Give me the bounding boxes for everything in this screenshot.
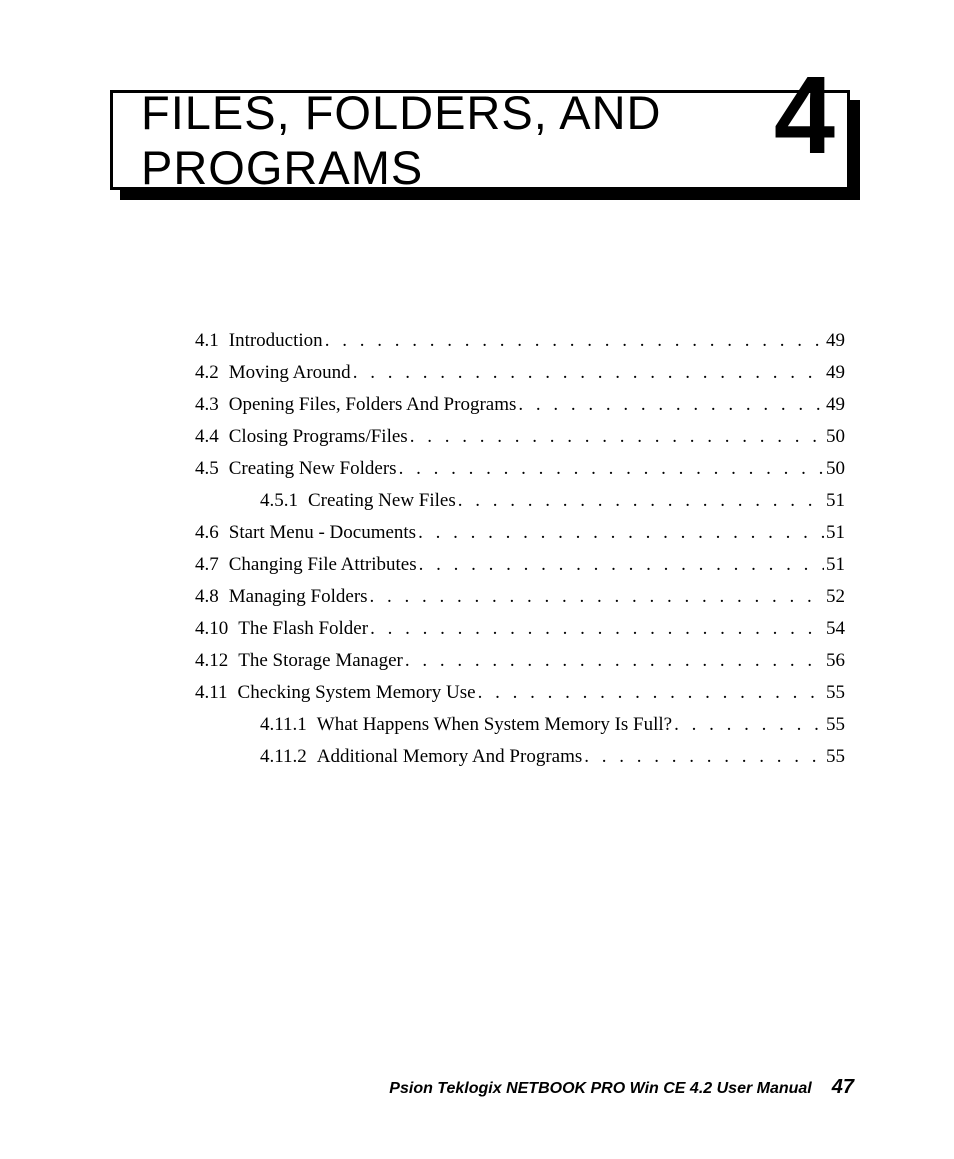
toc-section-label: Checking System Memory Use (238, 682, 476, 704)
toc-leader-dots (368, 618, 824, 640)
toc-section-number: 4.2 (195, 362, 219, 384)
toc-leader-dots (403, 650, 824, 672)
toc-leader-dots (417, 554, 824, 576)
toc-section-label: Changing File Attributes (229, 554, 417, 576)
toc-section-number: 4.8 (195, 586, 219, 608)
chapter-heading-box: FILES, FOLDERS, AND PROGRAMS 4 (110, 90, 850, 200)
footer-manual-title: Psion Teklogix NETBOOK PRO Win CE 4.2 Us… (389, 1080, 811, 1098)
toc-section-number: 4.3 (195, 394, 219, 416)
toc-section-number: 4.11 (195, 682, 228, 704)
toc-entry: 4.10 The Flash Folder 54 (195, 618, 845, 640)
page-footer: Psion Teklogix NETBOOK PRO Win CE 4.2 Us… (389, 1076, 854, 1099)
table-of-contents: 4.1 Introduction 49 4.2 Moving Around 49 4.3 Op… (195, 330, 845, 778)
toc-section-label: Introduction (229, 330, 323, 352)
toc-section-label: Start Menu - Documents (229, 522, 416, 544)
toc-leader-dots (351, 362, 824, 384)
toc-section-label: Closing Programs/Files (229, 426, 408, 448)
toc-entry: 4.5 Creating New Folders 50 (195, 458, 845, 480)
toc-page-number: 51 (824, 554, 845, 576)
toc-entry: 4.2 Moving Around 49 (195, 362, 845, 384)
toc-page-number: 54 (824, 618, 845, 640)
toc-page-number: 49 (824, 394, 845, 416)
toc-entry: 4.11.2 Additional Memory And Programs 55 (195, 746, 845, 768)
toc-section-number: 4.1 (195, 330, 219, 352)
toc-entry: 4.12 The Storage Manager 56 (195, 650, 845, 672)
toc-section-label: Moving Around (229, 362, 351, 384)
toc-leader-dots (456, 490, 824, 512)
toc-entry: 4.5.1 Creating New Files 51 (195, 490, 845, 512)
toc-leader-dots (582, 746, 824, 768)
toc-section-number: 4.10 (195, 618, 228, 640)
toc-section-label: Managing Folders (229, 586, 368, 608)
toc-section-label: The Flash Folder (238, 618, 368, 640)
toc-section-number: 4.7 (195, 554, 219, 576)
toc-page-number: 50 (824, 426, 845, 448)
toc-leader-dots (408, 426, 824, 448)
toc-leader-dots (368, 586, 824, 608)
toc-page-number: 52 (824, 586, 845, 608)
toc-page-number: 55 (824, 714, 845, 736)
toc-page-number: 49 (824, 330, 845, 352)
toc-leader-dots (397, 458, 824, 480)
toc-page-number: 51 (824, 490, 845, 512)
footer-page-number: 47 (832, 1076, 854, 1099)
toc-section-label: The Storage Manager (238, 650, 403, 672)
toc-section-number: 4.11.2 (260, 746, 307, 768)
toc-entry: 4.11.1 What Happens When System Memory Is… (195, 714, 845, 736)
toc-page-number: 51 (824, 522, 845, 544)
toc-section-number: 4.6 (195, 522, 219, 544)
toc-section-number: 4.4 (195, 426, 219, 448)
toc-section-number: 4.5 (195, 458, 219, 480)
toc-section-label: What Happens When System Memory Is Full? (317, 714, 672, 736)
toc-page-number: 49 (824, 362, 845, 384)
toc-entry: 4.6 Start Menu - Documents 51 (195, 522, 845, 544)
toc-entry: 4.4 Closing Programs/Files 50 (195, 426, 845, 448)
chapter-box: FILES, FOLDERS, AND PROGRAMS 4 (110, 90, 850, 190)
toc-entry: 4.1 Introduction 49 (195, 330, 845, 352)
toc-entry: 4.8 Managing Folders 52 (195, 586, 845, 608)
toc-leader-dots (672, 714, 824, 736)
toc-section-number: 4.12 (195, 650, 228, 672)
toc-entry: 4.3 Opening Files, Folders And Programs 49 (195, 394, 845, 416)
toc-section-label: Creating New Files (308, 490, 456, 512)
toc-section-number: 4.5.1 (260, 490, 298, 512)
toc-section-label: Opening Files, Folders And Programs (229, 394, 517, 416)
toc-page-number: 55 (824, 746, 845, 768)
toc-page-number: 55 (824, 682, 845, 704)
toc-leader-dots (323, 330, 824, 352)
toc-section-label: Additional Memory And Programs (317, 746, 582, 768)
page: FILES, FOLDERS, AND PROGRAMS 4 4.1 Introd… (0, 0, 954, 1159)
chapter-number: 4 (774, 61, 835, 171)
toc-section-label: Creating New Folders (229, 458, 397, 480)
toc-page-number: 56 (824, 650, 845, 672)
toc-leader-dots (416, 522, 824, 544)
toc-entry: 4.11 Checking System Memory Use 55 (195, 682, 845, 704)
toc-leader-dots (476, 682, 824, 704)
toc-entry: 4.7 Changing File Attributes 51 (195, 554, 845, 576)
toc-leader-dots (516, 394, 824, 416)
toc-page-number: 50 (824, 458, 845, 480)
chapter-title: FILES, FOLDERS, AND PROGRAMS (141, 85, 847, 195)
toc-section-number: 4.11.1 (260, 714, 307, 736)
